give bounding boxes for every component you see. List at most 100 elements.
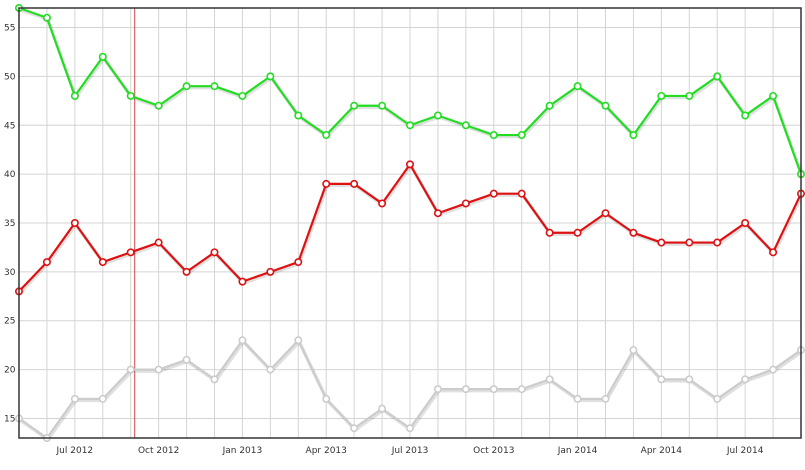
y-tick-label: 35 [4,219,15,229]
data-point [322,179,331,188]
data-point [461,385,470,394]
data-point [42,258,51,267]
series-line-shadow [18,162,804,295]
data-point [629,228,638,237]
y-tick-label: 15 [4,414,15,424]
series-1 [15,4,805,179]
plot-frame [18,7,802,439]
data-point [741,375,750,384]
x-tick-label: Apr 2013 [306,446,347,456]
data-point [769,365,778,374]
data-point [238,91,247,100]
data-point [685,238,694,247]
data-point [154,101,163,110]
data-point [713,72,722,81]
data-point [350,424,359,433]
data-point [713,238,722,247]
series-line-shadow [19,7,804,177]
data-point [685,375,694,384]
data-point [154,365,163,374]
y-tick-label: 40 [4,170,16,180]
data-point [126,91,135,100]
data-point [405,160,414,169]
x-tick-label: Oct 2013 [473,446,514,456]
y-tick-label: 20 [4,366,16,376]
data-point [433,385,442,394]
x-tick-label: Apr 2014 [641,446,683,456]
data-point [70,219,79,228]
series-2 [15,160,805,296]
data-point [769,248,778,257]
data-point [126,365,135,374]
data-point [601,394,610,403]
data-point [238,277,247,286]
data-point [182,267,191,276]
data-point [378,404,387,413]
data-point [42,13,51,22]
data-point [573,228,582,237]
data-point [322,131,331,140]
data-point [266,365,275,374]
x-tick-label: Jul 2013 [391,446,429,456]
data-point [238,336,247,345]
data-point [378,199,387,208]
data-point [573,394,582,403]
data-point [545,101,554,110]
series-group [15,4,805,442]
data-point [629,131,638,140]
y-tick-label: 50 [4,72,16,82]
data-point [433,209,442,218]
data-point [210,248,219,257]
data-point [98,394,107,403]
data-point [629,346,638,355]
data-point [350,101,359,110]
data-point [126,248,135,257]
y-axis-tick-labels: 15 20 25 30 35 40 45 50 55 [4,24,16,425]
data-point [517,189,526,198]
y-tick-label: 45 [4,121,15,131]
data-point [657,91,666,100]
data-point [517,131,526,140]
data-point [350,179,359,188]
x-tick-label: Jul 2012 [56,446,94,456]
data-point [713,394,722,403]
data-point [322,394,331,403]
y-tick-label: 30 [4,268,16,278]
data-point [210,82,219,91]
data-point [601,209,610,218]
data-point [182,82,191,91]
data-point [741,111,750,120]
data-point [489,131,498,140]
data-point [98,258,107,267]
data-point [378,101,387,110]
data-point [741,219,750,228]
data-point [433,111,442,120]
x-tick-label: Jul 2014 [726,446,764,456]
data-point [294,258,303,267]
data-point [489,189,498,198]
data-point [266,267,275,276]
data-point [266,72,275,81]
series-3 [15,336,805,442]
data-point [98,52,107,61]
data-point [545,228,554,237]
y-tick-label: 55 [4,24,15,34]
data-point [769,91,778,100]
data-point [70,91,79,100]
data-point [657,375,666,384]
data-point [405,424,414,433]
data-point [294,111,303,120]
data-point [405,121,414,130]
data-point [657,238,666,247]
x-tick-label: Jan 2013 [222,446,263,456]
data-point [601,101,610,110]
data-point [545,375,554,384]
data-point [573,82,582,91]
data-point [154,238,163,247]
x-tick-label: Jan 2014 [557,446,598,456]
y-tick-label: 25 [4,317,15,327]
data-point [210,375,219,384]
data-point [70,394,79,403]
data-point [461,199,470,208]
